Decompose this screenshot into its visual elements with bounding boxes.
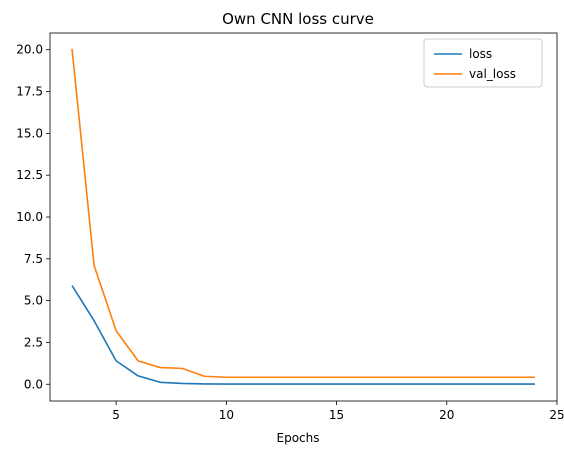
x-tick-label: 5 [112,408,120,422]
x-tick-label: 20 [439,408,454,422]
chart-title: Own CNN loss curve [222,10,374,28]
legend: loss val_loss [423,38,543,88]
series-layer [71,48,535,385]
y-tick-label: 0.0 [24,377,43,391]
x-tick-label: 25 [549,408,564,422]
y-tick-label: 7.5 [24,252,43,266]
plot-frame [49,32,558,402]
x-tick-label: 10 [219,408,234,422]
y-tick-label: 17.5 [16,85,43,99]
y-tick-label: 15.0 [16,126,43,140]
y-tick-label: 20.0 [16,43,43,57]
y-tick-label: 10.0 [16,210,43,224]
y-tick-label: 12.5 [16,168,43,182]
y-axis-ticks: 0.0 2.5 5.0 7.5 10.0 12.5 15.0 17.5 20.0 [16,43,50,391]
series-line-loss [71,285,535,385]
series-line-val-loss [71,48,535,379]
x-axis-label: Epochs [277,431,320,445]
legend-label-val-loss: val_loss [469,67,516,81]
legend-label-loss: loss [469,47,492,61]
y-tick-label: 2.5 [24,335,43,349]
x-axis-ticks: 5 10 15 20 25 [112,401,564,422]
y-tick-label: 5.0 [24,294,43,308]
x-tick-label: 15 [329,408,344,422]
legend-box [423,38,543,88]
